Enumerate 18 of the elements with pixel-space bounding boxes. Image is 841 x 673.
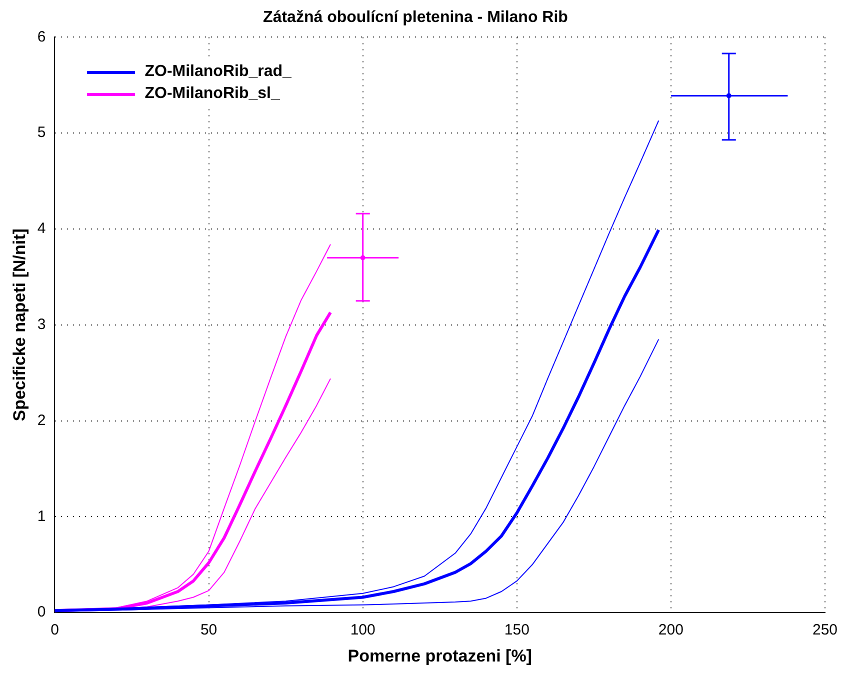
x-tick-label: 0 xyxy=(50,622,59,639)
y-axis-title: Specificke napeti [N/nit] xyxy=(10,228,29,422)
x-axis-title: Pomerne protazeni [%] xyxy=(348,646,532,666)
y-tick-label: 2 xyxy=(37,412,46,429)
y-tick-label: 3 xyxy=(37,316,46,334)
y-tick-label: 4 xyxy=(37,220,46,238)
legend-label: ZO-MilanoRib_rad_ xyxy=(144,63,292,82)
y-tick-label: 0 xyxy=(37,604,46,621)
y-tick-label: 1 xyxy=(37,508,46,525)
x-tick-label: 100 xyxy=(350,622,376,639)
y-tick-label: 5 xyxy=(37,124,46,142)
x-tick-label: 200 xyxy=(658,622,684,639)
x-tick-label: 50 xyxy=(200,622,218,639)
y-tick-label: 6 xyxy=(37,28,46,46)
x-tick-label: 150 xyxy=(504,622,530,639)
chart-title: Zátažná oboulícní pletenina - Milano Rib xyxy=(263,9,568,26)
x-tick-label: 250 xyxy=(812,622,838,639)
legend-label: ZO-MilanoRib_sl_ xyxy=(144,85,280,104)
